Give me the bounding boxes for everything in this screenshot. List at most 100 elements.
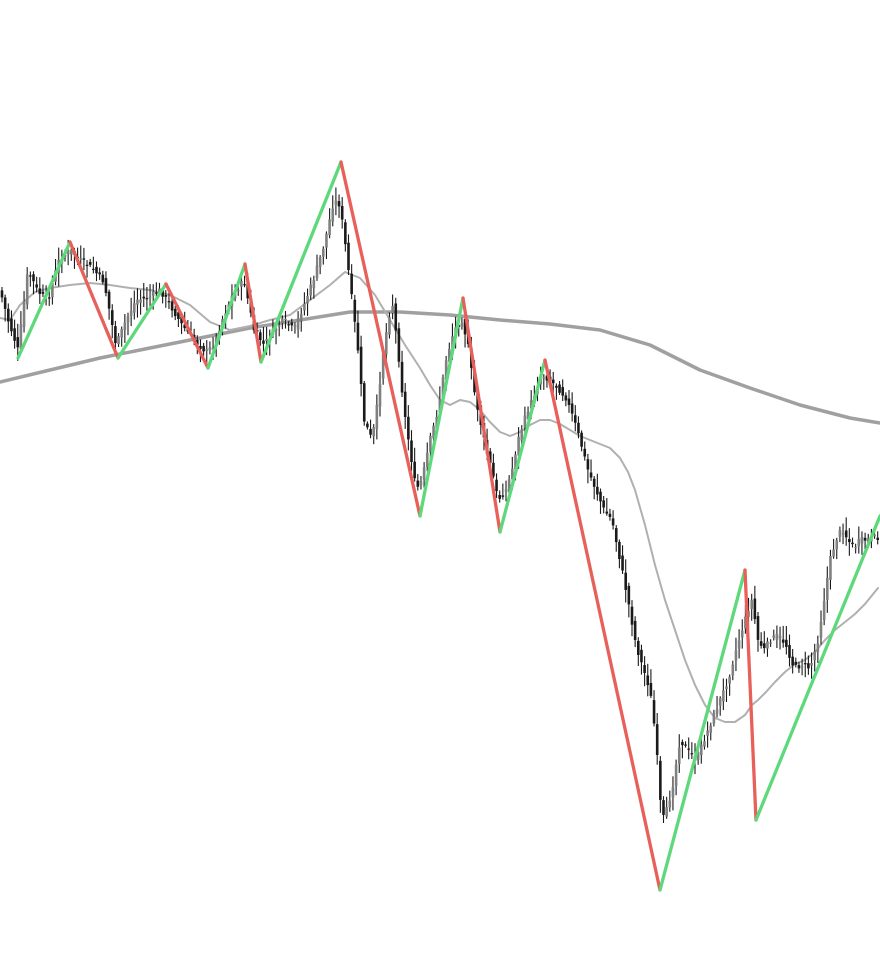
candle [397,322,401,368]
candle-body [498,495,501,499]
candle-body [196,340,199,345]
candle [677,734,681,773]
candle [848,528,851,556]
zigzag-up-segment [259,160,343,364]
candle-body [614,528,618,543]
candle [334,187,338,216]
candle [851,537,854,548]
candle-body [259,332,262,341]
candle [35,276,38,293]
candle-body [841,533,845,535]
candle-body [151,291,155,296]
candle [25,267,29,310]
candle-body [829,556,832,580]
candle-body [362,383,366,422]
candle-body [848,539,851,543]
candle [756,612,760,652]
candle-body [791,656,794,666]
candle-body [85,264,89,266]
candle-body [517,436,520,456]
candle [88,258,92,268]
candle [167,292,171,309]
candle-body [123,322,127,330]
candle-body [205,349,209,351]
candle [322,246,325,265]
candle-body [605,511,609,514]
candle-body [570,403,574,414]
candle [3,294,7,322]
candle-body [514,454,517,470]
candle [369,419,372,439]
candle-body [400,361,404,393]
candle [372,424,375,445]
candle [7,303,10,333]
candle-body [756,616,760,640]
candle-body [381,354,385,379]
candle [640,644,643,675]
candle-body [375,404,379,429]
candle-body [372,427,375,437]
candle-body [95,266,98,274]
candle-body [838,529,842,537]
candle-body [110,310,114,325]
candle-body [718,698,722,706]
candle-body [136,299,139,305]
candle-body [826,577,829,600]
zigzag-up-segment [16,240,72,360]
candle [356,310,360,354]
candle-body [706,730,709,736]
candle [731,660,735,681]
candle-body [7,308,10,322]
candle-body [444,360,448,380]
candle-body [621,555,624,571]
candle [400,350,404,397]
candle-body [394,303,398,331]
candle-body [608,513,612,517]
candle-body [574,415,577,423]
candle-body [416,480,420,487]
candle-body [690,753,694,755]
candle-body [545,375,549,381]
candle-body [763,643,766,649]
candle-body [807,663,810,669]
candle [829,549,832,590]
candle-body [344,222,347,245]
candle [844,517,848,546]
candle [835,537,839,560]
candle [366,421,369,430]
candle-body [460,323,464,327]
candle-body [350,273,353,295]
candle-body [555,385,558,388]
candle-body [88,261,92,265]
candle-body [520,429,524,441]
candle-body [681,741,684,746]
candle-body [659,760,662,800]
zigzag-down-segment [243,262,263,364]
candle [599,488,602,514]
candle [725,678,728,702]
candle [876,531,879,545]
candle [41,284,45,297]
candle-body [451,336,454,350]
candle-body [567,398,571,405]
candle-body [359,346,363,384]
candle [737,629,741,659]
candle-body [684,744,687,746]
candle [542,374,546,390]
candle [766,637,769,657]
candle [325,231,328,259]
candle-body [293,325,297,327]
candle [375,394,379,440]
candle-body [79,258,83,260]
candle-body [369,428,372,435]
zigzag-down-segment [68,240,120,360]
candle [362,381,366,426]
candle-body [488,451,492,463]
candle-body [583,448,587,457]
candle [129,297,133,327]
candle [690,742,694,759]
candle-body [299,314,303,321]
candle-body [170,301,174,311]
candle [347,234,350,275]
